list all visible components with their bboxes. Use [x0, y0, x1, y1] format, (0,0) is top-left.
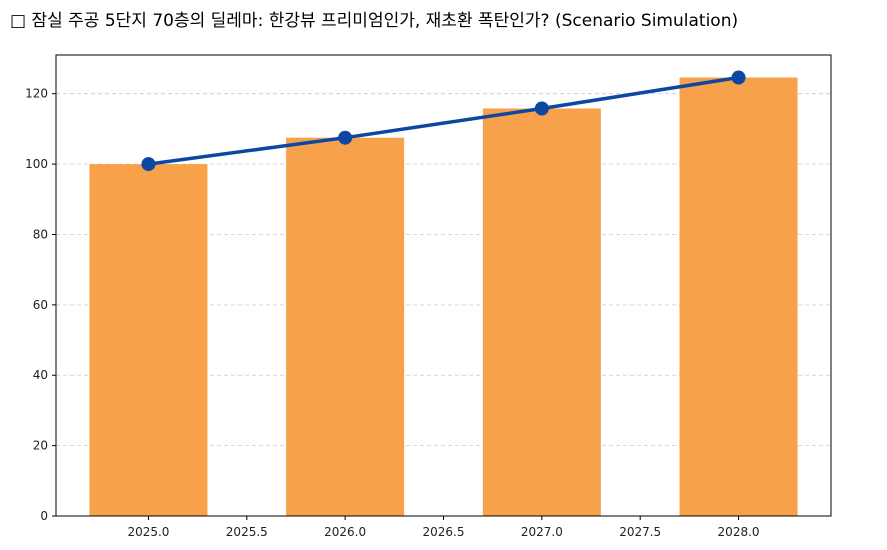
y-axis: 0 20 40 60 80 100 120 — [25, 87, 56, 523]
x-tick-label: 2026.5 — [423, 525, 465, 539]
chart-title: □ 잠실 주공 5단지 70층의 딜레마: 한강뷰 프리미엄인가, 재초환 폭탄… — [10, 11, 738, 31]
x-axis: 2025.0 2025.5 2026.0 2026.5 2027.0 2027.5 2028… — [127, 516, 760, 539]
bar-series — [89, 77, 798, 516]
line-point — [731, 70, 746, 85]
x-tick-label: 2025.0 — [127, 525, 169, 539]
y-tick-label: 120 — [25, 87, 48, 101]
line-point — [141, 157, 156, 172]
x-tick-label: 2027.5 — [619, 525, 661, 539]
y-tick-label: 0 — [40, 509, 48, 523]
series-line — [148, 75, 739, 166]
bar — [89, 164, 208, 516]
x-tick-label: 2027.0 — [521, 525, 563, 539]
x-tick-label: 2026.0 — [324, 525, 366, 539]
bar — [679, 77, 798, 516]
line-points — [141, 70, 746, 172]
x-tick-label: 2025.5 — [226, 525, 268, 539]
y-tick-label: 40 — [33, 368, 48, 382]
line-point — [534, 101, 549, 116]
x-tick-label: 2028.0 — [718, 525, 760, 539]
bar — [286, 137, 405, 516]
y-tick-label: 80 — [33, 227, 48, 241]
y-tick-label: 60 — [33, 298, 48, 312]
y-tick-label: 100 — [25, 157, 48, 171]
bar — [482, 108, 601, 516]
y-tick-label: 20 — [33, 439, 48, 453]
line-series — [148, 75, 739, 166]
line-point — [338, 130, 353, 145]
